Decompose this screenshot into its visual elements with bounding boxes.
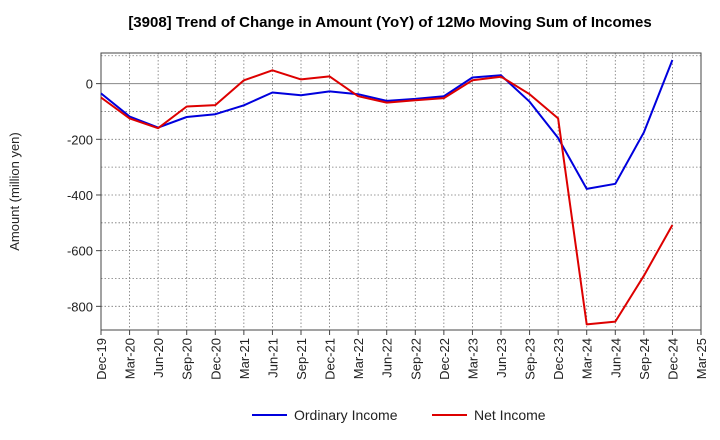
grid-layer (100, 53, 702, 330)
chart-title: [3908] Trend of Change in Amount (YoY) o… (128, 14, 652, 31)
x-tick-label: Dec-20 (208, 338, 223, 380)
y-tick-label: -200 (67, 132, 93, 147)
x-tick-label: Mar-23 (465, 338, 480, 379)
x-tick-label: Dec-19 (94, 338, 109, 380)
x-tick-label: Mar-22 (351, 338, 366, 379)
y-tick-label: -400 (67, 188, 93, 203)
x-tick-label: Jun-20 (151, 338, 166, 378)
x-tick-label: Sep-20 (180, 338, 195, 380)
ordinary-income-legend-label: Ordinary Income (294, 407, 398, 423)
axis-layer (96, 52, 702, 335)
x-tick-label: Dec-22 (437, 338, 452, 380)
x-tick-label: Jun-24 (608, 338, 623, 378)
series-layer (100, 59, 674, 326)
x-tick-label: Sep-23 (523, 338, 538, 380)
net-income-legend-label: Net Income (474, 407, 546, 423)
x-tick-label: Mar-21 (237, 338, 252, 379)
x-tick-label: Mar-24 (580, 338, 595, 379)
y-tick-label: 0 (86, 77, 93, 92)
y-tick-label: -600 (67, 244, 93, 259)
y-tick-label: -800 (67, 299, 93, 314)
x-tick-label: Mar-25 (694, 338, 709, 379)
x-tick-label: Sep-22 (408, 338, 423, 380)
x-tick-label: Mar-20 (123, 338, 138, 379)
y-axis-title: Amount (million yen) (7, 132, 22, 251)
plot-frame (100, 52, 702, 331)
x-tick-label: Jun-21 (265, 338, 280, 378)
x-tick-label: Jun-23 (494, 338, 509, 378)
x-tick-label: Sep-21 (294, 338, 309, 380)
x-tick-label: Jun-22 (380, 338, 395, 378)
x-tick-label: Dec-24 (665, 338, 680, 380)
net-income-line (100, 69, 674, 326)
x-tick-label: Dec-23 (551, 338, 566, 380)
ordinary-income-line (100, 59, 674, 190)
x-tick-label: Sep-24 (637, 338, 652, 380)
legend-layer: Ordinary Income Net Income (252, 407, 546, 423)
label-layer: 0 -200 -400 -600 -800 Dec-19 Mar-20 Jun-20 Sep-2… (7, 77, 709, 380)
x-tick-label: Dec-21 (323, 338, 338, 380)
